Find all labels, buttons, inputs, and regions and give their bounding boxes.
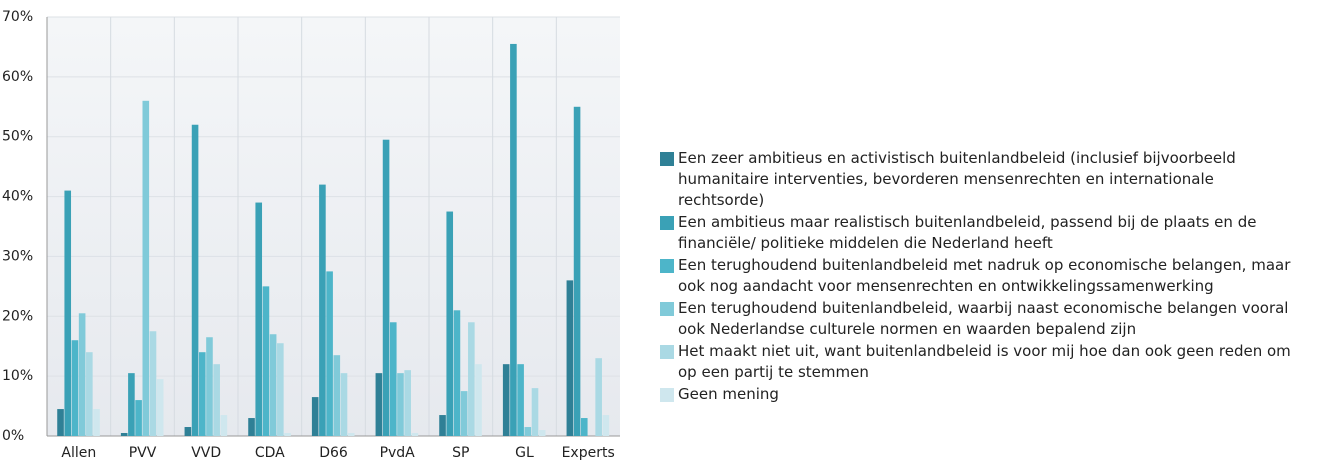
y-tick-label: 40%: [2, 189, 33, 205]
legend-item: Een zeer ambitieus en activistisch buite…: [660, 148, 1300, 211]
bar: [149, 331, 157, 436]
legend-swatch: [660, 388, 674, 402]
bar: [602, 415, 610, 436]
legend-label: Een terughoudend buitenlandbeleid, waarb…: [678, 299, 1289, 338]
bar: [389, 322, 397, 436]
x-tick-label: PvdA: [380, 445, 416, 461]
bar: [206, 337, 213, 436]
bar: [468, 322, 475, 436]
bar: [382, 139, 390, 436]
bar: [248, 418, 255, 436]
bar: [93, 409, 100, 436]
legend-label: Een ambitieus maar realistisch buitenlan…: [678, 213, 1257, 252]
bar: [269, 334, 277, 436]
bar: [510, 43, 517, 436]
bar: [566, 280, 574, 436]
legend-label: Een zeer ambitieus en activistisch buite…: [678, 149, 1236, 209]
bar: [277, 343, 284, 436]
bar: [198, 352, 206, 436]
chart: 0% 10% 20% 30% 40% 50% 60% 70% Allen PVV VVD CDA D66…: [2, 9, 620, 461]
x-tick-label: PVV: [129, 445, 157, 461]
y-tick-label: 20%: [2, 308, 33, 324]
y-tick-label: 10%: [2, 368, 33, 384]
bar: [475, 364, 482, 436]
bar: [135, 400, 142, 436]
bar: [262, 286, 270, 436]
x-tick-label: SP: [452, 445, 469, 461]
x-tick-label: CDA: [255, 445, 285, 461]
bar: [517, 364, 524, 436]
legend-item: Een terughoudend buitenlandbeleid met na…: [660, 255, 1300, 297]
legend-label: Het maakt niet uit, want buitenlandbelei…: [678, 342, 1291, 381]
x-tick-label: VVD: [191, 445, 221, 461]
bar: [453, 310, 461, 436]
legend-item: Een terughoudend buitenlandbeleid, waarb…: [660, 298, 1300, 340]
bar: [538, 430, 546, 436]
bar: [439, 415, 446, 436]
legend-item: Een ambitieus maar realistisch buitenlan…: [660, 212, 1300, 254]
y-tick-label: 0%: [2, 428, 24, 444]
bar: [333, 355, 341, 436]
y-tick-label: 60%: [2, 69, 33, 85]
legend-swatch: [660, 152, 674, 166]
bar: [397, 373, 404, 436]
bar: [128, 373, 135, 436]
legend: Een zeer ambitieus en activistisch buite…: [660, 148, 1300, 406]
x-tick-label: Experts: [562, 445, 615, 461]
bar: [580, 418, 588, 436]
legend-swatch: [660, 216, 674, 230]
y-tick-label: 50%: [2, 129, 33, 145]
bar: [120, 433, 128, 436]
bar: [404, 370, 411, 436]
y-tick-label: 70%: [2, 9, 33, 25]
bar: [156, 379, 164, 436]
bar: [57, 409, 64, 436]
x-tick-label: Allen: [61, 445, 96, 461]
bar: [595, 358, 602, 436]
bar: [311, 397, 319, 436]
bar: [319, 184, 326, 436]
legend-label: Een terughoudend buitenlandbeleid met na…: [678, 256, 1291, 295]
bar: [220, 415, 228, 436]
bar: [184, 427, 192, 436]
bar: [411, 433, 419, 436]
bar: [213, 364, 220, 436]
legend-swatch: [660, 302, 674, 316]
bar: [460, 391, 468, 436]
bar: [524, 427, 532, 436]
bar: [340, 373, 348, 436]
bar: [142, 100, 150, 437]
x-tick-label: GL: [515, 445, 534, 461]
bar: [78, 313, 86, 436]
bar: [86, 352, 93, 436]
bar: [71, 340, 79, 436]
legend-swatch: [660, 345, 674, 359]
bar: [531, 388, 539, 436]
x-tick-label: D66: [319, 445, 348, 461]
bar: [502, 364, 510, 436]
legend-swatch: [660, 259, 674, 273]
legend-item: Geen mening: [660, 384, 1300, 405]
bar: [191, 124, 199, 436]
legend-item: Het maakt niet uit, want buitenlandbelei…: [660, 341, 1300, 383]
bar: [255, 202, 263, 436]
bar: [284, 433, 291, 436]
bar: [573, 106, 581, 437]
bar: [375, 373, 383, 436]
bar: [64, 190, 72, 436]
bar: [347, 433, 355, 436]
bar: [446, 211, 454, 436]
y-tick-label: 30%: [2, 248, 33, 264]
bar: [326, 271, 333, 436]
legend-label: Geen mening: [678, 385, 779, 403]
